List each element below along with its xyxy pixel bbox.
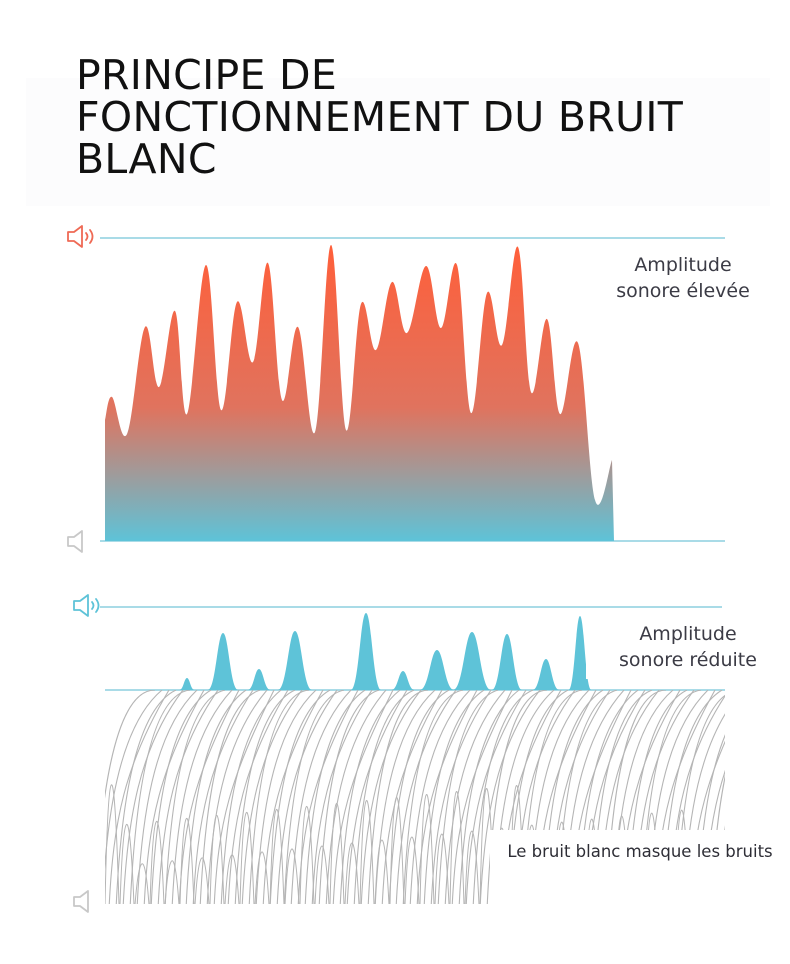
noise-line	[105, 690, 163, 870]
title-panel	[26, 78, 770, 206]
noise-line	[105, 784, 120, 904]
low-amplitude-label-line-2: sonore réduite	[619, 649, 757, 671]
noise-line	[276, 690, 338, 904]
noise-line	[224, 854, 240, 904]
noise-line	[311, 690, 373, 904]
noise-line	[329, 803, 345, 904]
noise-line	[255, 690, 317, 904]
noise-line	[299, 806, 315, 904]
noise-line	[402, 690, 464, 904]
noise-line	[248, 690, 310, 904]
noise-line	[105, 690, 156, 800]
noise-line	[332, 690, 394, 904]
high-amplitude-label-line-1: Amplitude	[634, 254, 732, 276]
noise-line	[129, 690, 191, 904]
title-line-3: BLANC	[76, 135, 217, 183]
noise-line	[353, 690, 415, 904]
noise-line	[209, 814, 225, 904]
low-amplitude-label-line-1: Amplitude	[639, 623, 737, 645]
noise-line	[451, 690, 513, 904]
noise-line	[325, 690, 387, 904]
noise-line	[374, 839, 390, 904]
noise-line	[290, 690, 352, 904]
high-amplitude-panel	[67, 225, 725, 553]
noise-line	[409, 690, 471, 904]
noise-line	[464, 830, 480, 904]
noise-line	[262, 690, 324, 904]
noise-line	[108, 690, 170, 904]
title-line-2: FONCTIONNEMENT DU BRUIT	[76, 93, 684, 141]
noise-line	[472, 690, 534, 904]
high-amplitude-waveform	[105, 244, 614, 541]
noise-line	[449, 790, 465, 904]
noise-line	[419, 793, 435, 904]
page-title: PRINCIPE DE FONCTIONNEMENT DU BRUIT BLAN…	[76, 54, 756, 180]
noise-line	[254, 851, 270, 904]
noise-line	[284, 848, 300, 904]
noise-line	[404, 836, 420, 904]
noise-line	[437, 690, 499, 904]
low-amplitude-label: Amplitude sonore réduite	[586, 621, 790, 679]
speaker-loud-icon	[67, 225, 94, 248]
noise-line	[206, 690, 268, 904]
noise-line	[486, 690, 548, 904]
noise-line	[239, 811, 255, 904]
noise-line	[434, 833, 450, 904]
noise-line	[479, 690, 541, 904]
noise-line	[136, 690, 198, 904]
high-amplitude-label: Amplitude sonore élevée	[588, 252, 778, 304]
noise-line	[157, 690, 219, 904]
noise-line	[194, 857, 210, 904]
noise-line	[314, 845, 330, 904]
noise-line	[283, 690, 345, 904]
noise-line	[458, 690, 520, 904]
noise-line	[227, 690, 289, 904]
noise-line	[192, 690, 254, 904]
noise-line	[395, 690, 457, 904]
noise-line	[241, 690, 303, 904]
noise-line	[389, 797, 405, 904]
noise-line	[269, 690, 331, 904]
noise-line	[297, 690, 359, 904]
noise-line	[423, 690, 485, 904]
speaker-loud-icon	[73, 594, 100, 617]
noise-line	[171, 690, 233, 904]
noise-line	[199, 690, 261, 904]
noise-line	[150, 690, 212, 904]
noise-line	[339, 690, 401, 904]
noise-line	[344, 842, 360, 904]
speaker-mute-icon	[67, 530, 83, 553]
high-amplitude-label-line-2: sonore élevée	[616, 280, 750, 302]
noise-line	[367, 690, 429, 904]
speaker-mute-icon	[73, 890, 89, 913]
noise-line	[318, 690, 380, 904]
noise-line	[119, 824, 135, 904]
noise-line	[134, 863, 150, 904]
noise-line	[381, 690, 443, 904]
noise-line	[164, 690, 226, 904]
title-line-1: PRINCIPE DE	[76, 51, 338, 99]
noise-line	[269, 808, 285, 904]
noise-line	[122, 690, 184, 904]
white-noise-mask-label: Le bruit blanc masque les bruits	[490, 830, 790, 906]
noise-line	[416, 690, 478, 904]
noise-line	[149, 821, 165, 904]
noise-line	[213, 690, 275, 904]
noise-line	[444, 690, 506, 904]
noise-line	[465, 690, 527, 904]
noise-line	[304, 690, 366, 904]
noise-line	[164, 860, 180, 904]
noise-line	[346, 690, 408, 904]
noise-line	[179, 817, 195, 904]
noise-line	[360, 690, 422, 904]
noise-line	[185, 690, 247, 904]
noise-line	[359, 800, 375, 904]
low-amplitude-waveform	[105, 613, 600, 690]
